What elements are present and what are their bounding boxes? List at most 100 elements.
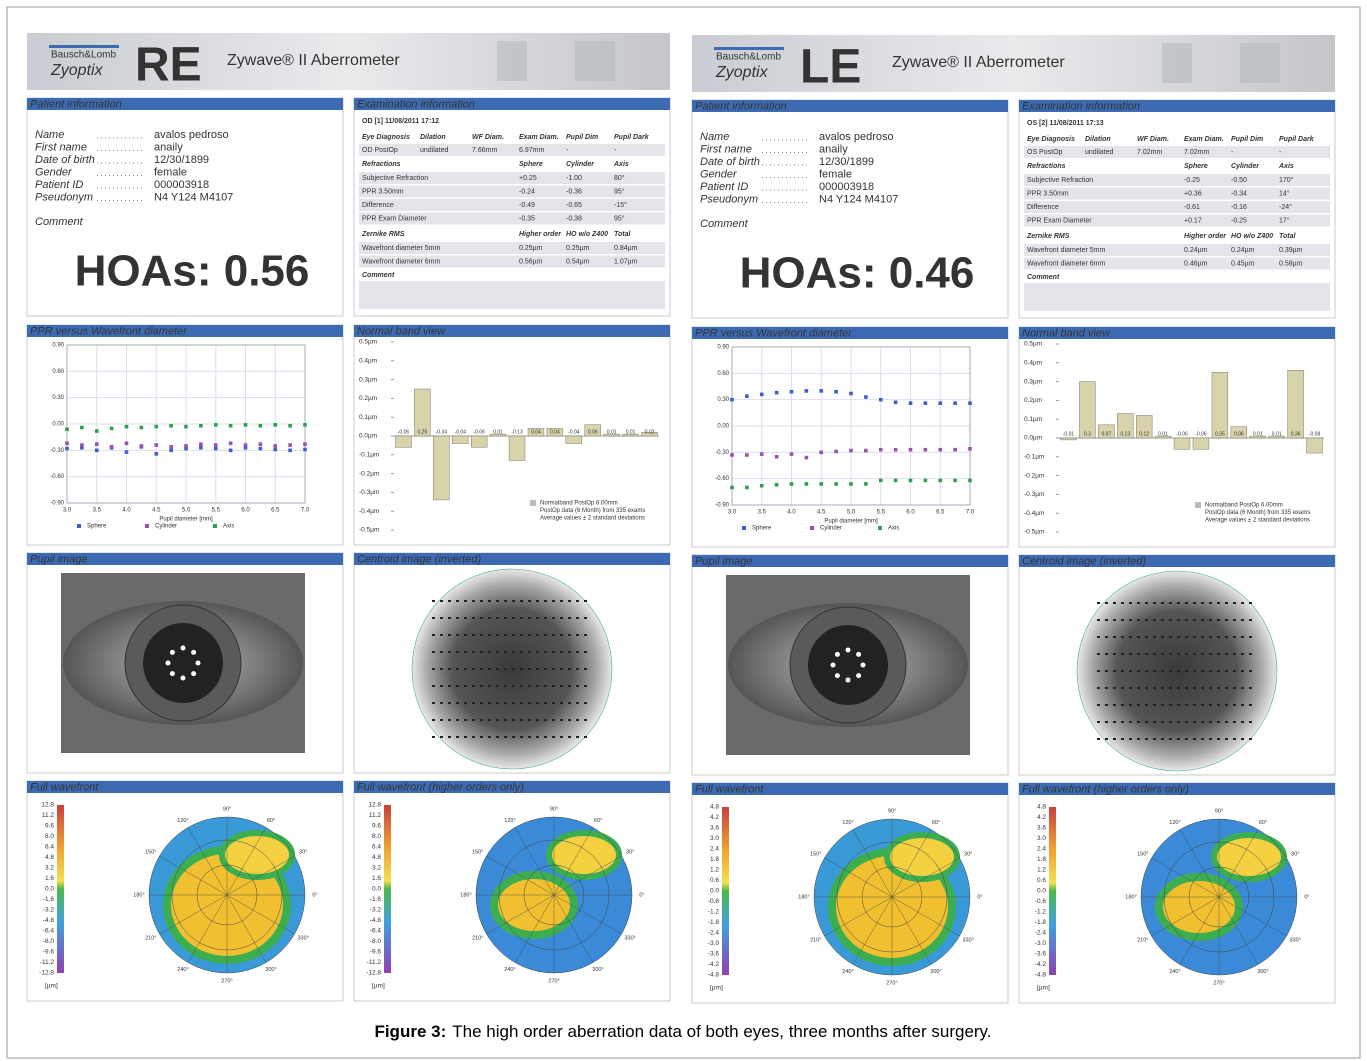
legend-swatch (742, 526, 746, 530)
colorbar-label: 4.8 (710, 804, 719, 811)
scatter-point (938, 401, 942, 405)
polar-label: 60° (932, 820, 940, 826)
colorbar-label: 0.0 (45, 886, 54, 893)
colorbar-label: 1.6 (372, 875, 381, 882)
scatter-point (745, 486, 749, 490)
x-tick-label: 6.0 (906, 510, 915, 516)
exam-cell: Cylinder (1231, 163, 1260, 170)
scatter-point (169, 449, 173, 453)
scatter-point (140, 426, 144, 430)
scatter-point (259, 442, 263, 446)
field-value: N4 Y124 M4107 (819, 193, 898, 205)
polar-label: 180° (460, 892, 471, 898)
scatter-point (760, 393, 764, 397)
colorbar-label: 1.2 (1037, 867, 1046, 874)
legend-swatch (213, 524, 217, 528)
scatter-point (273, 423, 277, 427)
section-title: Centroid image (inverted) (357, 553, 481, 565)
y-tick-label: 0.00 (52, 422, 64, 428)
scatter-point (909, 479, 913, 483)
y-tick-label: -0.3µm (1024, 491, 1044, 498)
scatter-point (924, 401, 928, 405)
colorbar-unit: [µm] (710, 985, 723, 992)
colorbar-label: 4.2 (710, 814, 719, 821)
scatter-point (864, 449, 868, 453)
exam-cell: Higher order (1184, 233, 1227, 240)
polar-label: 270° (886, 980, 897, 986)
scatter-point (95, 429, 99, 433)
bar-value-label: 0.13 (1120, 431, 1130, 437)
polar-label: 60° (1259, 820, 1267, 826)
device-icon (575, 41, 615, 81)
exam-cell: Subjective Refraction (362, 175, 428, 182)
scatter-point (968, 479, 972, 483)
bar-value-label: 0.12 (1139, 431, 1149, 437)
y-tick-label: 0.30 (52, 395, 64, 401)
product-line: Zyoptix (50, 62, 104, 79)
scatter-point (775, 483, 779, 487)
colorbar-label: 6.4 (372, 844, 381, 851)
y-tick-label: -0.4µm (1024, 510, 1044, 517)
exam-cell: 0.25µm (566, 245, 590, 252)
polar-label: 0° (639, 892, 644, 898)
y-tick-label: 0.5µm (1024, 341, 1042, 348)
field-label: Pseudonym (35, 191, 93, 203)
reflex-dot (170, 671, 175, 676)
colorbar-label: 12.8 (368, 802, 381, 809)
x-tick-label: 3.0 (728, 510, 737, 516)
y-tick-label: 0.30 (717, 397, 729, 403)
polar-label: 270° (1213, 980, 1224, 986)
colorbar-label: -0.6 (708, 898, 720, 905)
colorbar-label: -11.2 (40, 959, 55, 966)
colorbar-label: 0.6 (710, 877, 719, 884)
scatter-point (745, 394, 749, 398)
polar-label: 270° (548, 978, 559, 984)
device-icon (1240, 43, 1280, 83)
exam-cell: -1.00 (566, 175, 582, 182)
exam-cell: OD PostOp (362, 147, 398, 154)
exam-cell: Zernike RMS (361, 231, 405, 238)
band-legend: Average values ± 2 standard deviations (540, 516, 645, 522)
colorbar-label: -3.6 (1035, 951, 1047, 958)
polar-label: 0° (1304, 894, 1309, 900)
pupil (143, 623, 223, 703)
x-axis-label: Pupil diameter [mm] (824, 519, 878, 525)
colorbar-label: 2.4 (710, 846, 719, 853)
exam-cell: Difference (362, 202, 394, 209)
exam-cell: undilated (420, 147, 449, 154)
field-label: Patient ID (35, 179, 83, 191)
scatter-point (864, 482, 868, 486)
field-value: 12/30/1899 (154, 154, 209, 166)
band-bar (1061, 438, 1077, 440)
polar-label: 90° (550, 806, 558, 812)
x-tick-label: 3.0 (63, 508, 72, 514)
scatter-point (303, 448, 307, 452)
exam-cell: Dilation (1085, 136, 1111, 143)
field-value: N4 Y124 M4107 (154, 191, 233, 203)
bar-value-label: -0.06 (1176, 431, 1188, 437)
eye-label: RE (135, 39, 202, 92)
colorbar-label: -8.0 (43, 938, 55, 945)
reflex-dot (166, 661, 171, 666)
device-icon (497, 41, 527, 81)
colorbar-unit: [µm] (45, 983, 58, 990)
colorbar-label: 4.2 (1037, 814, 1046, 821)
y-tick-label: -0.2µm (359, 470, 379, 477)
exam-comment: Comment (362, 272, 395, 279)
bar-value-label: 0.01 (493, 429, 503, 435)
exam-cell: 0.58µm (1279, 260, 1303, 267)
legend-swatch (145, 524, 149, 528)
y-tick-label: -0.5µm (1024, 529, 1044, 536)
scatter-point (288, 443, 292, 447)
eye-label: LE (800, 41, 861, 94)
device-name: Zywave® II Aberrometer (892, 54, 1065, 71)
bar-value-label: -0.13 (511, 429, 523, 435)
exam-cell: Wavefront diameter 6mm (1027, 260, 1105, 267)
exam-cell: -0.61 (1184, 204, 1200, 211)
colorbar-label: -2.4 (1035, 930, 1047, 937)
bar-value-label: 0.01 (1253, 431, 1263, 437)
exam-cell: -0.65 (566, 202, 582, 209)
colorbar-label: -6.4 (43, 928, 55, 935)
bar-value-label: 0.06 (1234, 431, 1244, 437)
y-tick-label: -0.90 (715, 503, 729, 509)
